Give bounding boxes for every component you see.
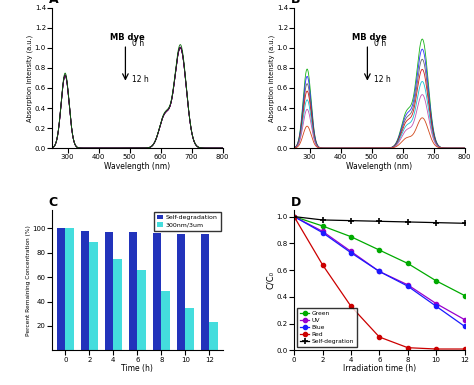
Green <box>376 248 382 252</box>
Green <box>405 261 410 266</box>
Bar <box>185 308 194 350</box>
Y-axis label: Percent Remaining Concentration (%): Percent Remaining Concentration (%) <box>26 225 31 336</box>
UV <box>319 229 325 234</box>
Red <box>376 335 382 339</box>
Bar <box>137 270 146 350</box>
Text: MB dye: MB dye <box>352 33 387 42</box>
Text: 12 h: 12 h <box>132 75 149 84</box>
Green <box>319 224 325 228</box>
Green <box>348 234 354 239</box>
Self-degration <box>462 221 467 226</box>
X-axis label: Wavelength (nm): Wavelength (nm) <box>346 162 412 171</box>
Bar <box>177 234 185 350</box>
Bar <box>129 232 137 350</box>
Green <box>291 214 297 219</box>
Legend: Green, UV, Blue, Red, Self-degration: Green, UV, Blue, Red, Self-degration <box>297 308 357 347</box>
Red <box>462 347 467 352</box>
UV <box>291 214 297 219</box>
Bar <box>113 259 122 350</box>
UV <box>433 301 439 306</box>
Text: 0 h: 0 h <box>374 38 386 48</box>
Blue <box>348 250 354 255</box>
Bar <box>57 228 65 350</box>
Red <box>433 347 439 352</box>
UV <box>405 283 410 287</box>
Blue <box>376 269 382 274</box>
Text: D: D <box>291 196 301 209</box>
Green <box>462 293 467 298</box>
Red <box>348 304 354 308</box>
Blue <box>405 284 410 288</box>
Y-axis label: Absorption intensity (a.u.): Absorption intensity (a.u.) <box>269 34 275 122</box>
Line: Self-degration: Self-degration <box>291 213 468 226</box>
Self-degration <box>433 220 439 225</box>
Line: UV: UV <box>292 214 466 322</box>
Text: B: B <box>291 0 300 6</box>
X-axis label: Time (h): Time (h) <box>121 364 153 373</box>
X-axis label: Irradiation time (h): Irradiation time (h) <box>343 364 416 373</box>
Text: C: C <box>49 196 58 209</box>
Text: A: A <box>49 0 58 6</box>
Bar <box>81 231 89 350</box>
Line: Blue: Blue <box>292 214 466 328</box>
Green <box>433 278 439 283</box>
Line: Red: Red <box>292 214 466 351</box>
Blue <box>433 304 439 308</box>
Self-degration <box>376 219 382 224</box>
Line: Green: Green <box>292 214 466 298</box>
UV <box>462 317 467 322</box>
UV <box>348 249 354 254</box>
Blue <box>319 230 325 235</box>
Self-degration <box>348 218 354 223</box>
Self-degration <box>405 220 410 224</box>
Bar <box>153 233 161 350</box>
Text: 0 h: 0 h <box>132 38 145 48</box>
Text: MB dye: MB dye <box>110 33 145 42</box>
Blue <box>462 324 467 328</box>
Bar <box>105 232 113 350</box>
Red <box>405 345 410 350</box>
Red <box>319 263 325 267</box>
Self-degration <box>291 214 297 219</box>
X-axis label: Wavelength (nm): Wavelength (nm) <box>104 162 171 171</box>
Y-axis label: C/C₀: C/C₀ <box>266 271 275 289</box>
Bar <box>65 228 74 350</box>
Blue <box>291 214 297 219</box>
Bar <box>89 242 98 350</box>
Bar <box>161 291 170 350</box>
Bar <box>210 322 218 350</box>
Bar <box>201 234 210 350</box>
Text: 12 h: 12 h <box>374 75 391 84</box>
Legend: Self-degradation, 300nm/3um: Self-degradation, 300nm/3um <box>154 212 221 231</box>
Self-degration <box>319 218 325 222</box>
Y-axis label: Absorption intensity (a.u.): Absorption intensity (a.u.) <box>27 34 33 122</box>
Red <box>291 214 297 219</box>
UV <box>376 269 382 274</box>
